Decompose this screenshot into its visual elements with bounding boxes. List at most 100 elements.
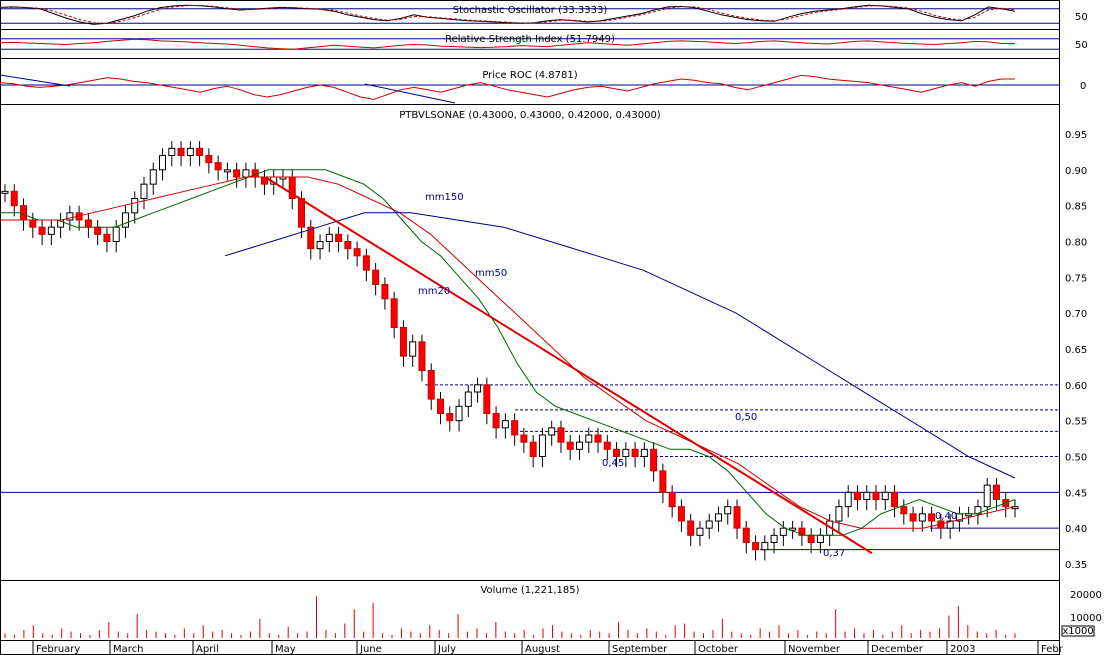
candle-body — [381, 284, 389, 300]
price-ytick: 0.40 — [1065, 524, 1087, 535]
candle-body — [103, 233, 111, 242]
candle-body — [316, 241, 324, 250]
candle-body — [399, 327, 407, 357]
price-ytick: 0.70 — [1065, 309, 1087, 320]
candle-body — [159, 155, 167, 171]
candle-body — [844, 491, 852, 508]
candle-body — [733, 506, 741, 529]
volume-ytick-10000: 10000 — [1070, 613, 1102, 624]
candle-body — [807, 534, 815, 543]
mm150-label: mm150 — [425, 192, 464, 203]
price-ytick: 0.50 — [1065, 453, 1087, 464]
candle-body — [640, 448, 648, 458]
candle-body — [677, 506, 685, 522]
volume-multiplier: x1000 — [1062, 626, 1093, 637]
candle-body — [94, 226, 102, 235]
candle-body — [650, 448, 658, 472]
mm50-label: mm50 — [475, 268, 507, 279]
candle-body — [140, 183, 148, 200]
month-label: July — [437, 644, 456, 655]
roc-trend-line — [0, 74, 71, 87]
candle-body — [863, 491, 871, 501]
candle-body — [66, 212, 74, 221]
candle-body — [983, 484, 991, 508]
mm50-line — [0, 176, 1016, 529]
label-0.40: 0,40 — [935, 511, 957, 522]
candle-body — [186, 147, 194, 156]
mm20-label: mm20 — [418, 286, 450, 297]
candle-body — [233, 169, 241, 178]
candle-body — [798, 527, 806, 536]
candle-body — [696, 527, 704, 536]
candle-body — [761, 542, 769, 551]
candle-body — [631, 448, 639, 458]
label-0.50: 0,50 — [735, 412, 757, 423]
roc-trend-line — [364, 83, 456, 104]
candle-body — [594, 434, 602, 443]
candle-body — [789, 527, 797, 531]
candle-body — [575, 441, 583, 450]
stoch-title: Stochastic Oscillator (33.3333) — [453, 5, 608, 16]
candle-body — [992, 484, 1000, 500]
month-label: April — [196, 644, 219, 655]
candle-body — [205, 155, 213, 164]
candle-body — [557, 427, 565, 443]
candle-body — [298, 198, 306, 228]
month-label: December — [871, 644, 924, 655]
price-ytick: 0.80 — [1065, 238, 1087, 249]
month-label: May — [275, 644, 296, 655]
candle-body — [168, 147, 176, 156]
candle-body — [214, 162, 222, 171]
candle-body — [946, 520, 954, 529]
candle-body — [566, 441, 574, 450]
candle-body — [362, 255, 370, 271]
candle-body — [47, 226, 55, 235]
month-label: February — [36, 644, 80, 655]
month-label: November — [788, 644, 841, 655]
candle-body — [770, 534, 778, 543]
stoch-line-0 — [0, 4, 1016, 25]
candle-body — [928, 513, 936, 522]
month-label: March — [113, 644, 143, 655]
candle-body — [177, 147, 185, 156]
price-ytick: 0.95 — [1065, 130, 1087, 141]
price-ytick: 0.35 — [1065, 560, 1087, 571]
candle-body — [20, 205, 28, 221]
candle-body — [149, 169, 157, 185]
price-ytick: 0.45 — [1065, 488, 1087, 499]
label-0.37: 0,37 — [823, 548, 845, 559]
candle-body — [427, 370, 435, 400]
candle-body — [872, 491, 880, 501]
candle-body — [705, 520, 713, 529]
label-0.45: 0,45 — [602, 458, 624, 469]
candle-body — [520, 434, 528, 443]
price-ytick: 0.55 — [1065, 417, 1087, 428]
candle-body — [585, 434, 593, 443]
candle-body — [474, 384, 482, 393]
candle-body — [687, 520, 695, 536]
candle-body — [483, 384, 491, 415]
price-title: PTBVLSONAE (0.43000, 0.43000, 0.42000, 0… — [399, 110, 661, 121]
roc-ytick: 0 — [1080, 81, 1086, 92]
candle-body — [909, 513, 917, 522]
candle-body — [418, 341, 426, 372]
month-label: September — [612, 644, 668, 655]
candle-body — [112, 226, 120, 243]
candle-body — [223, 169, 231, 173]
candle-body — [464, 391, 472, 407]
candle-body — [538, 434, 546, 457]
mm20-line — [0, 169, 1016, 536]
candle-body — [714, 513, 722, 522]
candle-body — [659, 470, 667, 493]
candle-body — [325, 233, 333, 242]
candle-body — [196, 147, 204, 156]
candle-body — [779, 527, 787, 536]
candle-body — [372, 269, 380, 285]
price-ytick: 0.75 — [1065, 273, 1087, 284]
volume-title: Volume (1,221,185) — [480, 585, 579, 596]
candle-body — [409, 341, 417, 357]
candle-body — [242, 169, 250, 178]
candle-body — [853, 491, 861, 501]
candle-body — [344, 241, 352, 250]
